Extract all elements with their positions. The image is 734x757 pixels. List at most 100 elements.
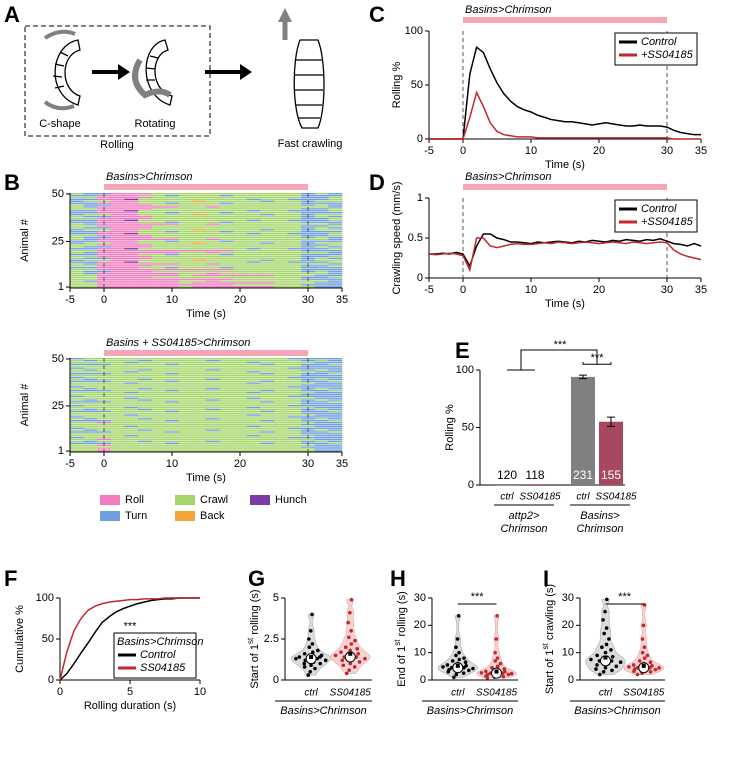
behavior-cell — [83, 436, 98, 439]
behavior-cell — [83, 358, 98, 360]
behavior-cell — [287, 382, 302, 384]
behavior-cell — [260, 412, 275, 414]
behavior-cell — [124, 374, 139, 377]
behavior-cell — [274, 251, 288, 254]
behavior-cell — [178, 359, 193, 362]
behavior-cell — [97, 363, 112, 366]
behavior-cell — [314, 229, 329, 231]
behavior-cell — [260, 229, 275, 231]
behavior-cell — [328, 240, 343, 242]
behavior-cell — [124, 384, 139, 386]
behavior-cell — [151, 359, 166, 362]
behavior-cell — [314, 272, 329, 275]
behavior-cell — [165, 272, 180, 275]
behavior-cell — [151, 395, 166, 397]
behavior-cell — [206, 198, 220, 201]
behavior-cell — [178, 269, 193, 271]
behavior-cell — [246, 438, 261, 441]
behavior-cell — [83, 420, 98, 422]
y-tick-label: 0 — [568, 674, 574, 686]
data-point — [294, 656, 298, 661]
behavior-cell — [192, 421, 207, 424]
behavior-cell — [151, 208, 166, 210]
behavior-cell — [260, 204, 275, 206]
behavior-cell — [138, 272, 152, 275]
behavior-cell — [124, 240, 139, 242]
behavior-cell — [233, 227, 248, 229]
behavior-cell — [287, 421, 302, 424]
behavior-cell — [178, 217, 193, 220]
behavior-cell — [124, 202, 139, 204]
series-line — [429, 233, 702, 268]
behavior-cell — [138, 405, 152, 407]
behavior-cell — [97, 238, 112, 240]
behavior-cell — [328, 198, 343, 201]
behavior-cell — [192, 388, 207, 390]
behavior-cell — [274, 448, 288, 450]
behavior-cell — [138, 284, 152, 286]
behavior-cell — [301, 198, 316, 201]
behavior-cell — [110, 406, 125, 409]
panel-letter: E — [455, 338, 470, 363]
y-axis-label: Rolling % — [391, 62, 403, 109]
behavior-cell — [260, 374, 275, 377]
behavior-cell — [274, 418, 288, 420]
behavior-cell — [124, 229, 139, 231]
behavior-cell — [219, 210, 234, 212]
behavior-cell — [124, 397, 139, 399]
behavior-cell — [192, 376, 207, 379]
behavior-cell — [314, 405, 329, 407]
stimulus-bar — [463, 17, 667, 23]
behavior-cell — [110, 359, 125, 362]
behavior-cell — [138, 282, 152, 284]
group-label: Basins>Chrimson — [280, 705, 367, 717]
behavior-cell — [206, 210, 220, 212]
behavior-cell — [97, 274, 112, 277]
behavior-cell — [328, 263, 343, 265]
behavior-cell — [287, 399, 302, 401]
behavior-cell — [165, 253, 180, 256]
behavior-cell — [260, 202, 275, 204]
behavior-cell — [97, 227, 112, 229]
behavior-cell — [124, 399, 139, 401]
behavior-cell — [124, 395, 139, 397]
behavior-cell — [124, 236, 139, 239]
behavior-cell — [314, 389, 329, 392]
y-tick-label: 50 — [52, 188, 64, 200]
y-tick-label: 20 — [562, 619, 574, 631]
behavior-cell — [124, 276, 139, 278]
behavior-cell — [124, 234, 139, 237]
behavior-cell — [178, 257, 193, 259]
behavior-cell — [151, 206, 166, 208]
behavior-cell — [97, 261, 112, 263]
y-tick-label: 100 — [456, 364, 474, 376]
behavior-cell — [246, 278, 261, 280]
behavior-cell — [301, 282, 316, 284]
behavior-cell — [97, 196, 112, 199]
behavior-cell — [206, 361, 220, 364]
behavior-cell — [138, 242, 152, 244]
behavior-cell — [138, 238, 152, 240]
behavior-cell — [110, 361, 125, 364]
behavior-cell — [192, 261, 207, 263]
behavior-cell — [151, 221, 166, 223]
behavior-cell — [70, 200, 84, 202]
behavior-cell — [151, 244, 166, 246]
behavior-cell — [260, 198, 275, 201]
behavior-cell — [70, 267, 84, 269]
behavior-cell — [178, 408, 193, 411]
behavior-cell — [178, 286, 193, 288]
behavior-cell — [233, 393, 248, 396]
behavior-cell — [206, 267, 220, 269]
behavior-cell — [274, 442, 288, 444]
behavior-cell — [138, 276, 152, 278]
behavior-cell — [233, 204, 248, 206]
x-tick-label: 10 — [525, 284, 537, 296]
behavior-cell — [151, 374, 166, 377]
behavior-cell — [314, 386, 329, 388]
behavior-cell — [192, 369, 207, 371]
behavior-cell — [206, 234, 220, 237]
behavior-cell — [151, 231, 166, 233]
behavior-cell — [219, 250, 234, 252]
behavior-cell — [219, 274, 234, 277]
